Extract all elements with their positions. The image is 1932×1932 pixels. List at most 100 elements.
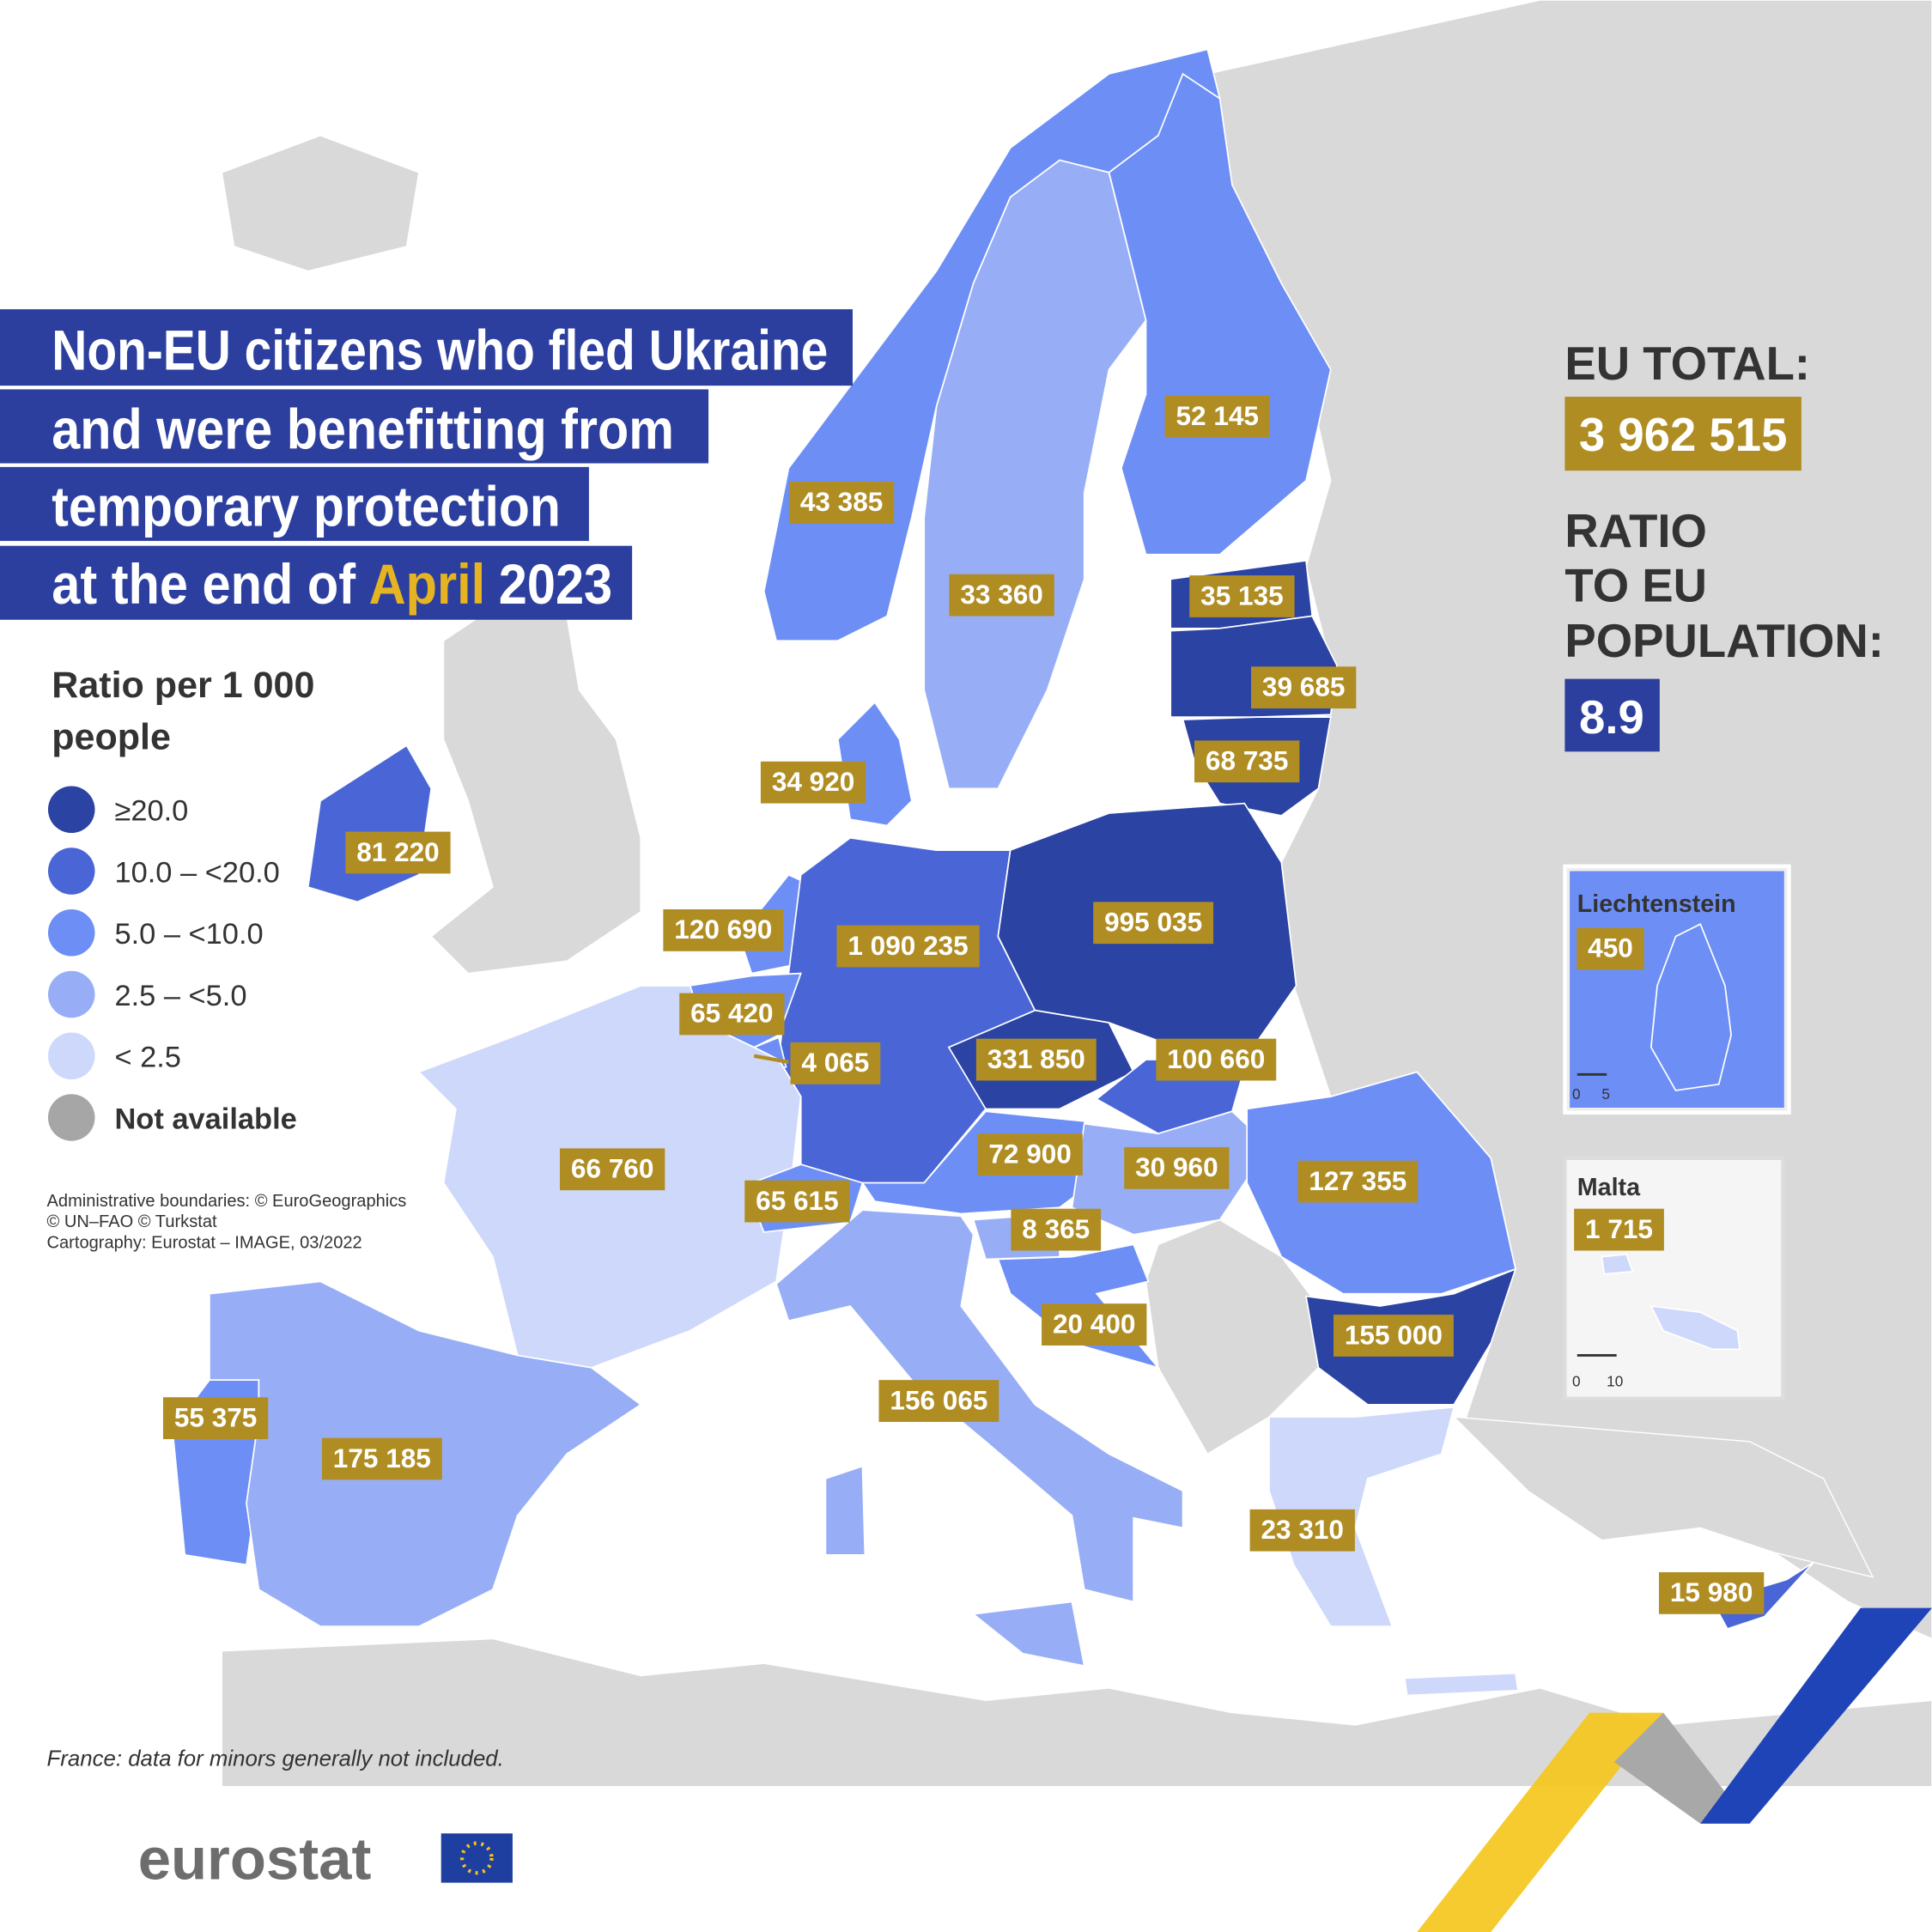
inset-liechtenstein: Liechtenstein 0 5 — [1563, 864, 1791, 1115]
value-label: 43 385 — [788, 482, 895, 524]
ratio-label: RATIO — [1564, 505, 1707, 557]
legend-label: 2.5 – <5.0 — [114, 980, 246, 1012]
label-box — [1093, 902, 1214, 945]
label-box — [788, 482, 895, 524]
label-text: 81 220 — [356, 836, 440, 867]
legend-swatch — [47, 848, 95, 895]
legend-swatch — [47, 786, 95, 834]
ratio-label: TO EU — [1564, 559, 1707, 611]
label-box — [949, 574, 1054, 617]
label-box — [1194, 740, 1300, 783]
label-box — [321, 1437, 442, 1480]
title-bar — [0, 466, 589, 541]
inset-country — [1601, 1253, 1634, 1275]
label-text: 1 715 — [1585, 1213, 1653, 1244]
label-box — [162, 1397, 269, 1440]
scale-label: 5 — [1601, 1085, 1610, 1103]
legend-label: Not available — [114, 1103, 296, 1135]
country — [1108, 72, 1332, 556]
labels: 43 385 52 145 33 360 35 135 39 685 68 735 34 9… — [162, 395, 1765, 1614]
title-line: Non-EU citizens who fled Ukraine — [52, 318, 828, 381]
value-label: 155 000 — [1333, 1315, 1454, 1357]
total-box — [1564, 397, 1801, 471]
value-label: 34 920 — [760, 761, 866, 804]
value-label: 65 615 — [744, 1180, 850, 1223]
title-line: at the end ofApril2023 — [52, 552, 612, 616]
label-text: 995 035 — [1104, 907, 1202, 938]
label-box — [560, 1148, 665, 1191]
inset-frame — [1563, 1156, 1785, 1400]
label-box — [1189, 575, 1295, 617]
label-text: 20 400 — [1053, 1308, 1135, 1339]
value-label: 68 735 — [1194, 740, 1300, 783]
label-box — [1658, 1571, 1765, 1614]
label-box — [1042, 1303, 1147, 1346]
label-box — [836, 925, 980, 968]
label-text: 39 685 — [1262, 671, 1346, 702]
value-label: 23 310 — [1249, 1509, 1355, 1552]
inset-country — [1649, 923, 1732, 1091]
label-box — [1577, 927, 1644, 970]
scale-label: 0 — [1572, 1085, 1581, 1103]
legend-title: people — [52, 716, 171, 757]
value-label: 55 375 — [162, 1397, 269, 1440]
title-bar — [0, 545, 633, 620]
note: France: data for minors generally not in… — [47, 1747, 504, 1771]
credit: Cartography: Eurostat – IMAGE, 03/2022 — [47, 1234, 362, 1253]
value-label: 156 065 — [878, 1380, 999, 1422]
label-box — [760, 761, 866, 804]
label-box — [1251, 666, 1357, 709]
inset-title: Liechtenstein — [1577, 890, 1736, 918]
total-label: EU TOTAL: — [1564, 337, 1810, 390]
label-text: 331 850 — [987, 1043, 1085, 1074]
label-text: 4 065 — [801, 1047, 869, 1078]
label-text: 68 735 — [1206, 745, 1289, 776]
label-box — [345, 831, 451, 874]
value-label: 39 685 — [1251, 666, 1357, 709]
value-label: 15 980 — [1658, 1571, 1765, 1614]
ratio-value: 8.9 — [1579, 691, 1644, 744]
label-text: 65 615 — [756, 1185, 839, 1216]
ratio-box — [1564, 678, 1660, 752]
title-text: 2023 — [499, 552, 612, 616]
scale-label: 10 — [1607, 1372, 1623, 1389]
label-box — [1249, 1509, 1355, 1552]
label-box — [663, 908, 784, 951]
country — [1403, 1672, 1519, 1697]
value-label: 1 090 235 — [836, 925, 980, 968]
label-text: 43 385 — [800, 486, 883, 517]
value-label: 4 065 — [790, 1042, 881, 1084]
country — [923, 159, 1147, 790]
value-label: 1 715 — [1574, 1208, 1664, 1251]
label-text: 35 135 — [1200, 580, 1284, 611]
credit: © UN–FAO © Turkstat — [47, 1212, 217, 1231]
label-box — [744, 1180, 850, 1223]
title-line: temporary protection — [52, 475, 561, 538]
title-text: at the end of — [52, 552, 356, 616]
label-box — [1156, 1038, 1277, 1081]
label-box — [790, 1042, 881, 1084]
value-label: 127 355 — [1297, 1160, 1419, 1203]
legend-label: < 2.5 — [114, 1042, 181, 1074]
value-label: 66 760 — [560, 1148, 665, 1191]
inset-title: Malta — [1577, 1174, 1641, 1201]
label-box — [1011, 1208, 1102, 1251]
value-label: 72 900 — [977, 1133, 1083, 1176]
label-text: 1 090 235 — [848, 930, 968, 961]
title-line: and were benefitting from — [52, 397, 674, 460]
label-text: 100 660 — [1167, 1043, 1265, 1074]
eu-stars — [459, 1841, 494, 1875]
label-text: 55 375 — [174, 1401, 258, 1432]
total-value: 3 962 515 — [1579, 409, 1788, 461]
legend-swatch — [47, 1032, 95, 1080]
label-box — [975, 1038, 1097, 1081]
country — [971, 1601, 1085, 1668]
label-text: 156 065 — [890, 1384, 987, 1415]
title: Non-EU citizens who fled Ukraine and wer… — [0, 309, 853, 620]
label-text: 120 690 — [674, 914, 772, 945]
ribbon — [1417, 1607, 1932, 1932]
label-box — [679, 993, 785, 1036]
label-text: 23 310 — [1261, 1514, 1344, 1545]
label-text: 33 360 — [960, 579, 1043, 610]
